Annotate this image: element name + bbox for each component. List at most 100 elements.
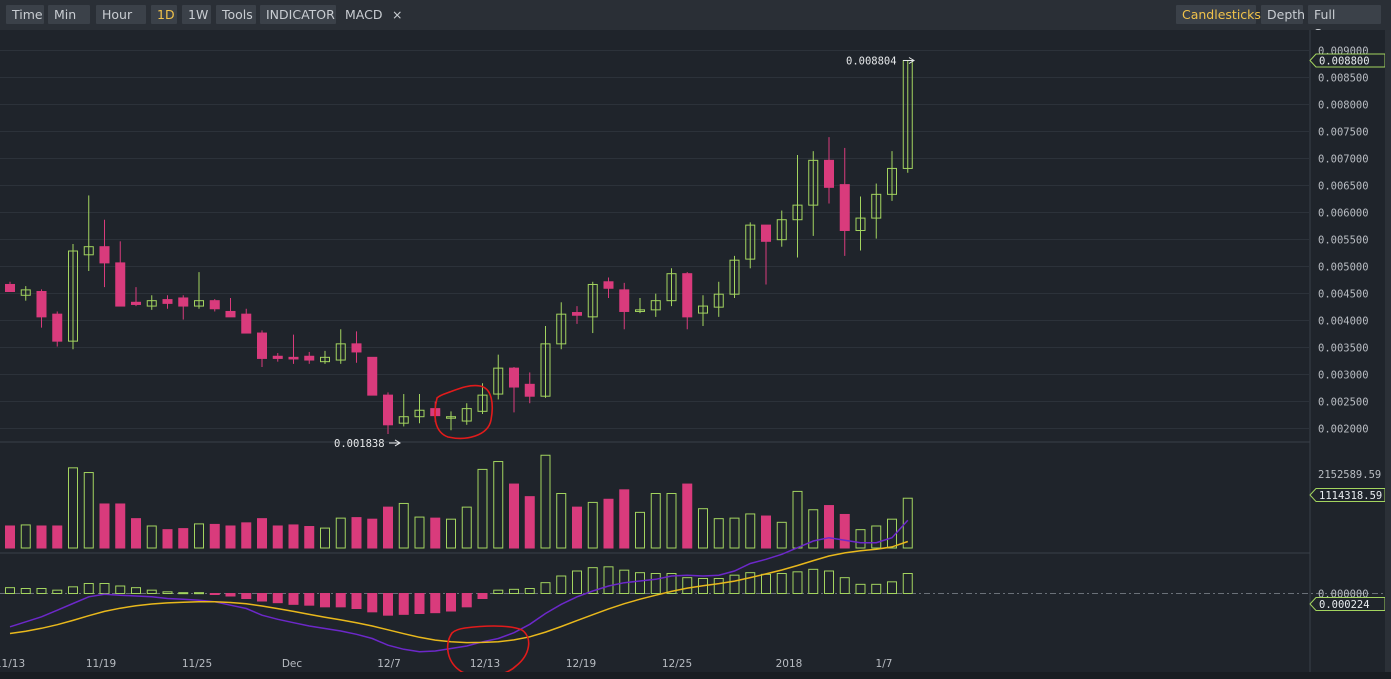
volume-bar-down[interactable] bbox=[115, 503, 126, 549]
candle-up[interactable] bbox=[398, 416, 409, 424]
volume-bar-up[interactable] bbox=[635, 511, 645, 549]
macd-hist-up[interactable] bbox=[52, 589, 63, 595]
time-button[interactable]: Time bbox=[6, 5, 44, 24]
macd-hist-up[interactable] bbox=[729, 574, 740, 595]
volume-bar-down[interactable] bbox=[52, 525, 63, 549]
candle-up[interactable] bbox=[540, 343, 551, 397]
candle-up[interactable] bbox=[83, 246, 94, 256]
macd-hist-up[interactable] bbox=[808, 568, 819, 594]
volume-bar-up[interactable] bbox=[320, 527, 330, 549]
macd-hist-down[interactable] bbox=[367, 593, 378, 613]
volume-bar-up[interactable] bbox=[461, 506, 472, 549]
macd-hist-up[interactable] bbox=[603, 566, 614, 594]
candle-up[interactable] bbox=[68, 250, 78, 342]
volume-bar-up[interactable] bbox=[146, 525, 157, 549]
candle-down[interactable] bbox=[367, 356, 378, 396]
macd-hist-up[interactable] bbox=[635, 572, 645, 595]
candle-down[interactable] bbox=[115, 262, 126, 307]
volume-bar-up[interactable] bbox=[335, 517, 346, 549]
volume-bar-down[interactable] bbox=[761, 515, 771, 549]
candle-down[interactable] bbox=[619, 289, 630, 312]
candle-up[interactable] bbox=[871, 193, 882, 219]
macd-hist-up[interactable] bbox=[713, 578, 724, 594]
candle-down[interactable] bbox=[272, 355, 283, 359]
macd-hist-up[interactable] bbox=[745, 572, 756, 595]
candle-down[interactable] bbox=[52, 313, 63, 342]
macd-hist-up[interactable] bbox=[855, 583, 866, 594]
volume-bar-up[interactable] bbox=[477, 468, 488, 549]
macd-hist-down[interactable] bbox=[241, 593, 252, 599]
candle-up[interactable] bbox=[493, 367, 504, 395]
hour-dropdown[interactable]: Hour bbox=[96, 5, 146, 36]
volume-bar-down[interactable] bbox=[5, 525, 15, 549]
candle-up[interactable] bbox=[635, 309, 645, 312]
volume-bar-up[interactable] bbox=[398, 502, 409, 549]
candle-up[interactable] bbox=[320, 356, 330, 363]
candle-up[interactable] bbox=[20, 289, 31, 296]
volume-bar-up[interactable] bbox=[587, 501, 598, 549]
volume-bar-up[interactable] bbox=[540, 454, 551, 549]
volume-bar-up[interactable] bbox=[871, 525, 882, 549]
macd-hist-up[interactable] bbox=[650, 573, 661, 594]
macd-hist-down[interactable] bbox=[257, 593, 267, 602]
volume-bar-down[interactable] bbox=[272, 525, 283, 549]
volume-bar-up[interactable] bbox=[20, 524, 31, 549]
macd-hist-up[interactable] bbox=[131, 587, 141, 595]
macd-hist-down[interactable] bbox=[477, 593, 488, 599]
candle-up[interactable] bbox=[776, 219, 787, 241]
candle-down[interactable] bbox=[257, 332, 267, 359]
volume-bar-down[interactable] bbox=[225, 525, 236, 549]
volume-bar-down[interactable] bbox=[383, 506, 393, 549]
volume-bar-down[interactable] bbox=[430, 517, 441, 549]
candle-down[interactable] bbox=[225, 310, 236, 318]
depth-button[interactable]: Depth bbox=[1261, 5, 1305, 24]
macd-hist-up[interactable] bbox=[178, 592, 189, 595]
price-chart[interactable]: 0.0090000.0085000.0080000.0075000.007000… bbox=[0, 30, 1391, 672]
candle-down[interactable] bbox=[36, 290, 47, 318]
volume-bar-up[interactable] bbox=[68, 467, 78, 549]
volume-bar-down[interactable] bbox=[99, 503, 110, 549]
full-screen-button[interactable]: Full Screen bbox=[1308, 5, 1381, 41]
volume-bar-down[interactable] bbox=[603, 498, 614, 549]
candle-down[interactable] bbox=[99, 246, 110, 264]
candle-down[interactable] bbox=[162, 299, 173, 304]
macd-hist-up[interactable] bbox=[83, 583, 94, 594]
volume-bar-down[interactable] bbox=[131, 518, 141, 549]
volume-bar-down[interactable] bbox=[682, 483, 693, 549]
volume-bar-up[interactable] bbox=[855, 529, 866, 549]
macd-hist-up[interactable] bbox=[68, 586, 78, 594]
macd-hist-up[interactable] bbox=[871, 583, 882, 594]
macd-hist-up[interactable] bbox=[5, 587, 15, 595]
macd-hist-up[interactable] bbox=[556, 575, 567, 594]
volume-bar-up[interactable] bbox=[83, 472, 94, 549]
candle-up[interactable] bbox=[335, 343, 346, 361]
candle-down[interactable] bbox=[351, 343, 362, 353]
candle-down[interactable] bbox=[241, 313, 252, 334]
macd-hist-down[interactable] bbox=[272, 593, 283, 604]
macd-hist-up[interactable] bbox=[792, 571, 803, 594]
candle-up[interactable] bbox=[446, 416, 456, 419]
macd-hist-down[interactable] bbox=[288, 593, 299, 605]
volume-bar-down[interactable] bbox=[257, 518, 267, 549]
macd-hist-up[interactable] bbox=[540, 582, 551, 595]
volume-bar-up[interactable] bbox=[729, 517, 740, 549]
candle-up[interactable] bbox=[146, 300, 157, 307]
macd-hist-up[interactable] bbox=[587, 567, 598, 595]
volume-bar-down[interactable] bbox=[509, 483, 519, 549]
candle-down[interactable] bbox=[524, 383, 535, 397]
interval-1w-button[interactable]: 1W bbox=[182, 5, 211, 24]
volume-bar-up[interactable] bbox=[808, 509, 819, 549]
candle-down[interactable] bbox=[682, 273, 693, 318]
candle-up[interactable] bbox=[461, 408, 472, 422]
interval-1d-button[interactable]: 1D bbox=[151, 5, 177, 24]
macd-hist-up[interactable] bbox=[887, 581, 897, 594]
macd-hist-up[interactable] bbox=[666, 573, 677, 594]
macd-hist-up[interactable] bbox=[776, 573, 787, 594]
tools-button[interactable]: Tools bbox=[216, 5, 256, 24]
macd-hist-up[interactable] bbox=[839, 577, 850, 595]
macd-hist-up[interactable] bbox=[524, 588, 535, 594]
volume-bar-up[interactable] bbox=[698, 508, 708, 549]
macd-hist-up[interactable] bbox=[194, 592, 204, 595]
volume-bar-up[interactable] bbox=[194, 523, 204, 549]
macd-hist-down[interactable] bbox=[335, 593, 346, 608]
